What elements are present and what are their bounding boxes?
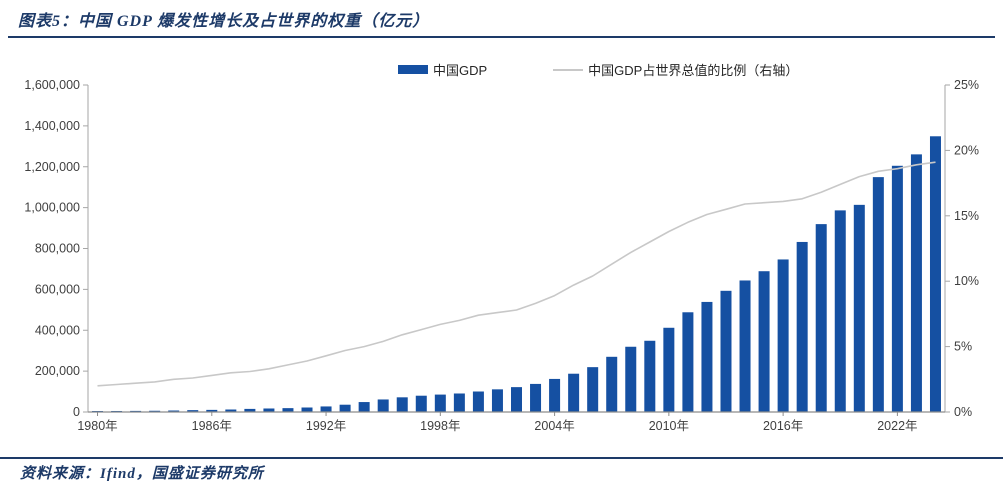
gdp-bar [320,406,332,412]
gdp-bar [720,290,732,412]
x-axis-label: 1992年 [306,419,346,433]
gdp-bar [929,136,941,413]
gdp-bar [263,408,275,412]
right-axis-label: 20% [954,143,979,157]
gdp-bar [796,241,808,412]
gdp-bar [282,408,294,412]
gdp-bar [834,210,846,412]
gdp-bar [758,271,770,412]
left-axis-label: 1,000,000 [24,201,80,215]
gdp-bar [187,410,199,412]
gdp-bar [815,224,827,412]
x-axis-label: 2016年 [763,419,803,433]
gdp-bar [301,407,313,412]
gdp-bar [511,387,522,412]
x-axis-label: 2004年 [534,419,574,433]
gdp-bar [206,409,218,412]
gdp-bar [587,367,599,412]
gdp-bar [625,346,637,412]
gdp-bar [358,402,370,412]
gdp-bar [568,373,580,412]
gdp-bar [453,393,465,412]
gdp-bar [701,301,713,412]
x-axis-label: 1980年 [77,419,117,433]
x-axis-label: 1986年 [192,419,232,433]
source-note: 资料来源：Ifind，国盛证券研究所 [20,466,264,482]
x-axis-label: 2010年 [649,419,689,433]
gdp-bar [682,312,694,412]
right-axis-label: 25% [954,78,979,92]
gdp-bar [472,391,484,412]
gdp-bar [777,259,789,412]
gdp-bar [853,204,865,412]
left-axis-label: 200,000 [35,364,80,378]
gdp-bar [606,356,618,412]
gdp-bar [491,389,503,412]
gdp-bar [644,340,656,412]
left-axis-label: 1,600,000 [24,78,80,92]
footer-divider [0,457,1003,459]
bar-swatch-icon [398,65,428,74]
legend-label-share: 中国GDP占世界总值的比例（右轴） [588,63,799,78]
combo-chart: 0 200,000 400,000 600,000 800,000 1,000,000 1,… [24,78,979,433]
gdp-bar [168,410,180,412]
left-axis-label: 600,000 [35,282,80,296]
gdp-bar [549,378,561,412]
gdp-bar [225,409,237,412]
gdp-bar [872,177,884,412]
left-axis-label: 800,000 [35,242,80,256]
gdp-bar [434,394,446,412]
share-line [97,161,936,387]
gdp-bar [339,404,351,412]
right-axis-label: 5% [954,340,972,354]
chart-legend: 中国GDP 中国GDP占世界总值的比例（右轴） [398,60,798,79]
title-divider [8,36,995,38]
right-axis-label: 0% [954,405,972,419]
right-axis-label: 10% [954,274,979,288]
gdp-bar [891,165,903,412]
left-axis-label: 400,000 [35,323,80,337]
gdp-bar [244,408,256,412]
x-axis-label: 1998年 [420,419,460,433]
left-axis-label: 0 [73,405,80,419]
gdp-bar [910,154,922,412]
x-axis-label: 2022年 [877,419,917,433]
gdp-bar [396,397,408,412]
gdp-bar [377,399,389,412]
figure-title: 图表5：中国 GDP 爆发性增长及占世界的权重（亿元） [18,13,430,30]
gdp-bar [530,383,542,412]
left-axis-label: 1,400,000 [24,119,80,133]
gdp-bar [663,327,675,412]
gdp-bar [739,280,751,412]
legend-label-gdp: 中国GDP [433,63,488,78]
legend-item-gdp: 中国GDP [398,60,487,79]
line-swatch-icon [553,68,584,71]
left-axis-label: 1,200,000 [24,160,80,174]
legend-item-share: 中国GDP占世界总值的比例（右轴） [553,60,798,79]
right-axis-label: 15% [954,209,979,223]
gdp-bar [415,395,427,412]
